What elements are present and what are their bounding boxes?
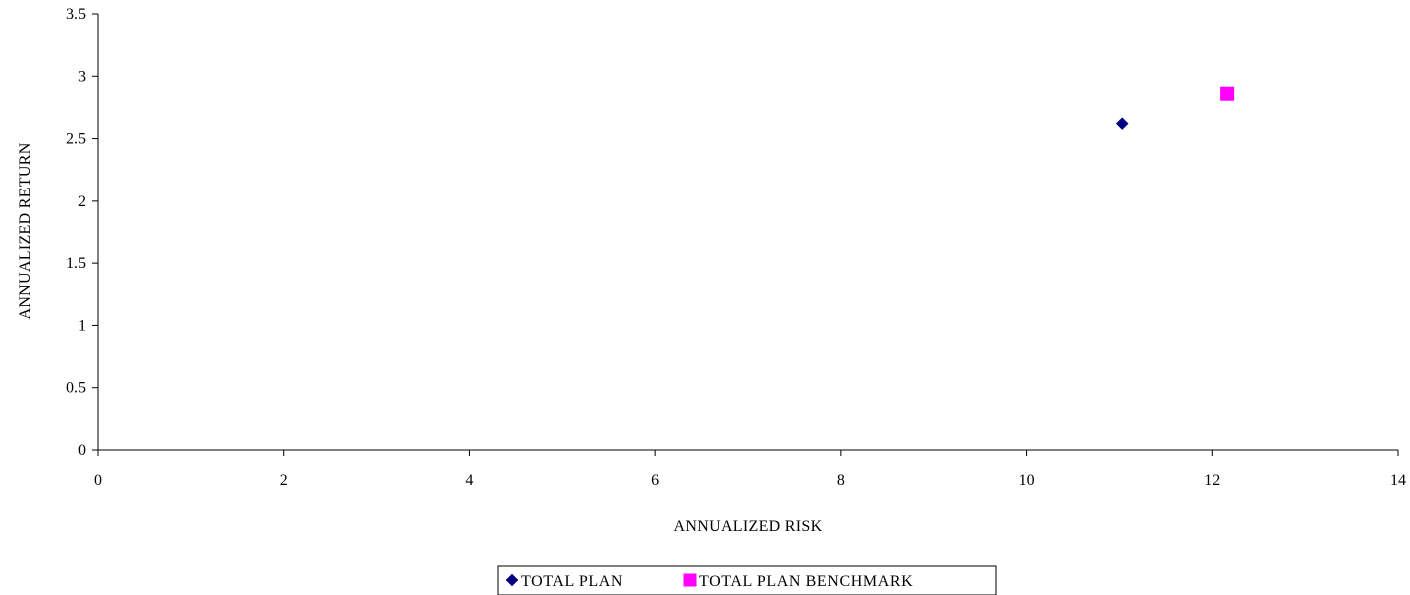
legend-marker [505,573,519,587]
x-axis-title: ANNUALIZED RISK [674,518,823,535]
x-tick-label: 2 [280,472,288,489]
x-tick-label: 12 [1204,472,1220,489]
y-tick-label: 2 [78,193,86,210]
data-point-total-plan [1115,117,1129,130]
x-tick-label: 6 [651,472,659,489]
x-tick-label: 4 [465,472,473,489]
legend-label: TOTAL PLAN [521,573,623,590]
x-tick-label: 8 [837,472,845,489]
y-axis-title: ANNUALIZED RETURN [17,142,34,319]
legend-marker [683,573,697,587]
y-tick-label: 3 [78,68,86,85]
y-tick-label: 0 [78,442,86,459]
x-axis: 0 2 4 6 8 10 12 14 [94,449,1406,489]
x-tick-label: 0 [94,472,102,489]
y-tick-label: 1 [78,317,86,334]
data-points [1115,86,1235,130]
x-tick-label: 14 [1390,472,1406,489]
data-point-benchmark [1220,86,1235,101]
y-tick-label: 0.5 [66,380,86,397]
y-tick-label: 2.5 [66,131,86,148]
y-axis: 0 0.5 1 1.5 2 2.5 3 3.5 [66,6,99,459]
x-tick-label: 10 [1019,472,1035,489]
legend: TOTAL PLAN TOTAL PLAN BENCHMARK [497,565,997,595]
y-tick-label: 1.5 [66,255,86,272]
legend-box [497,565,997,595]
legend-label: TOTAL PLAN BENCHMARK [699,573,913,590]
y-tick-label: 3.5 [66,6,86,23]
